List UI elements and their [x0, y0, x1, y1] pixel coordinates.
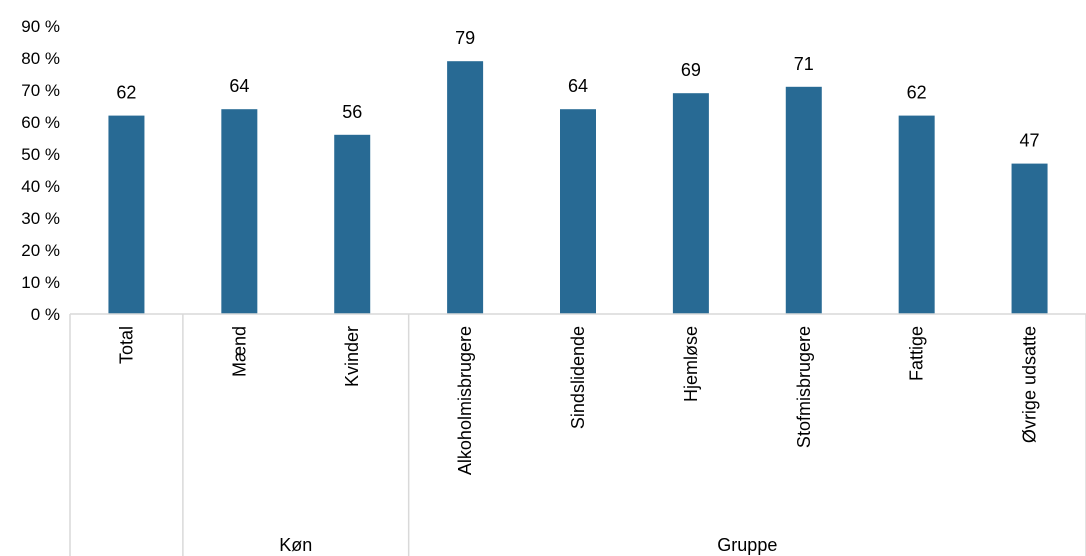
category-label: Øvrige udsatte	[1020, 326, 1040, 443]
data-label: 47	[1020, 131, 1040, 151]
y-tick-label: 30 %	[21, 209, 60, 228]
bar	[447, 61, 484, 315]
bar	[108, 115, 145, 314]
y-tick-label: 20 %	[21, 241, 60, 260]
category-label: Hjemløse	[681, 326, 701, 402]
group-label: Køn	[279, 535, 312, 555]
y-tick-label: 50 %	[21, 145, 60, 164]
data-labels: 62 64 56 79 64 69 71 62 47	[116, 28, 1039, 150]
bar	[334, 134, 371, 314]
category-label: Sindslidende	[568, 326, 588, 429]
data-label: 62	[907, 83, 927, 103]
group-label: Gruppe	[717, 535, 777, 555]
bars	[108, 61, 1048, 315]
data-label: 71	[794, 54, 814, 74]
bar	[785, 86, 822, 314]
bar	[560, 109, 596, 314]
bar	[672, 93, 709, 314]
y-tick-label: 70 %	[21, 81, 60, 100]
category-label: Total	[116, 326, 136, 364]
category-label: Stofmisbrugere	[794, 326, 814, 448]
data-label: 64	[568, 76, 588, 96]
category-label: Alkoholmisbrugere	[455, 326, 475, 475]
data-label: 69	[681, 60, 701, 80]
y-axis: 0 % 10 % 20 % 30 % 40 % 50 % 60 % 70 % 80 % 90 %	[21, 17, 60, 324]
bar	[898, 115, 935, 314]
data-label: 64	[229, 76, 249, 96]
y-tick-label: 40 %	[21, 177, 60, 196]
y-tick-label: 90 %	[21, 17, 60, 36]
category-label: Fattige	[907, 326, 927, 381]
bar	[221, 109, 258, 314]
category-label: Mænd	[229, 326, 249, 377]
data-label: 56	[342, 102, 362, 122]
data-label: 79	[455, 28, 475, 48]
y-tick-label: 60 %	[21, 113, 60, 132]
data-label: 62	[116, 83, 136, 103]
category-label: Kvinder	[342, 326, 362, 387]
bar	[1011, 163, 1048, 314]
y-tick-label: 10 %	[21, 273, 60, 292]
y-tick-label: 0 %	[31, 305, 60, 324]
y-tick-label: 80 %	[21, 49, 60, 68]
x-axis: Total Mænd Kvinder Alkoholmisbrugere Sindsli…	[69, 313, 1086, 556]
